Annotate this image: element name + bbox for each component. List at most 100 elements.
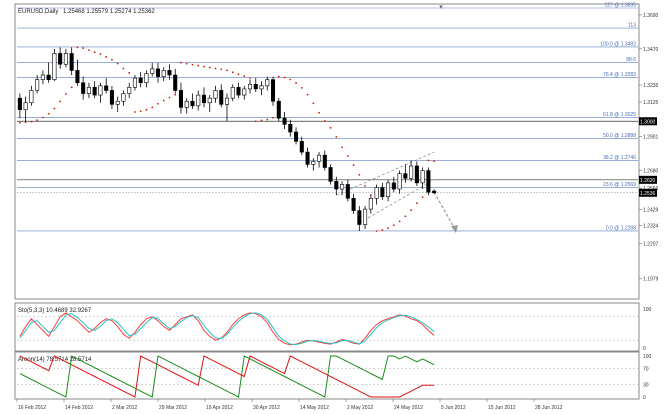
candle-body bbox=[305, 151, 310, 165]
sar-dot bbox=[191, 63, 194, 66]
sar-dot bbox=[180, 61, 182, 64]
candle-body bbox=[115, 100, 120, 105]
indicator-series-line bbox=[19, 355, 435, 398]
candle-body bbox=[426, 170, 431, 193]
candle-body bbox=[294, 131, 299, 142]
candle-body bbox=[328, 167, 333, 182]
candle-body bbox=[17, 97, 22, 111]
price-pane-border bbox=[14, 3, 640, 300]
sar-dot bbox=[231, 71, 234, 74]
sar-dot bbox=[300, 86, 303, 89]
sar-dot bbox=[134, 111, 136, 113]
candle-body bbox=[109, 90, 114, 105]
time-tick-label: 14 May 2012 bbox=[300, 405, 329, 411]
indicator-tick-label: 100 bbox=[643, 307, 652, 313]
candle-body bbox=[253, 83, 258, 90]
sar-dot bbox=[249, 77, 251, 79]
time-tick-label: 15 Jun 2012 bbox=[488, 405, 516, 411]
candle-body bbox=[357, 210, 362, 225]
sar-dot bbox=[214, 67, 217, 70]
sar-dot bbox=[381, 229, 384, 231]
candle-body bbox=[432, 190, 437, 194]
sar-dot bbox=[266, 118, 269, 121]
sar-dot bbox=[93, 51, 96, 54]
indicator-tick-label: 100 bbox=[643, 354, 652, 360]
candle-body bbox=[322, 154, 327, 168]
sar-dot bbox=[70, 86, 73, 89]
time-tick-label: 16 Feb 2012 bbox=[18, 405, 46, 411]
sar-dot bbox=[295, 82, 297, 84]
channel-upper-line bbox=[336, 151, 435, 196]
time-tick-label: 5 Jun 2012 bbox=[441, 405, 466, 411]
sar-dot bbox=[329, 126, 332, 129]
fib-level-label: 61.8 @ 1.3025 bbox=[603, 112, 636, 118]
sar-dot bbox=[421, 196, 424, 199]
candle-body bbox=[132, 77, 137, 88]
time-tick-label: 28 Jun 2012 bbox=[535, 405, 563, 411]
time-tick-label: 2 May 2012 bbox=[347, 405, 373, 411]
indicator-tick-label: 0 bbox=[643, 346, 646, 352]
price-tick-label: 1.2901 bbox=[643, 135, 659, 141]
indicator-tick-label: 30 bbox=[643, 383, 649, 389]
candle-body bbox=[92, 87, 97, 96]
time-tick-label: 19 Apr 2012 bbox=[206, 405, 233, 411]
sar-dot bbox=[243, 75, 246, 78]
indicator-tick-label: 70 bbox=[643, 366, 649, 372]
candle-body bbox=[265, 79, 270, 87]
candle-body bbox=[374, 187, 379, 199]
stochastic-oscillator: 100 0 bbox=[17, 307, 652, 352]
candle-body bbox=[58, 53, 63, 65]
sar-dot bbox=[323, 119, 326, 122]
time-tick-label: 2 Mar 2012 bbox=[112, 405, 138, 411]
sar-dot bbox=[427, 159, 430, 162]
candle-body bbox=[104, 85, 109, 91]
candle-body bbox=[184, 100, 189, 108]
sar-dot bbox=[203, 65, 205, 68]
candle-body bbox=[201, 94, 207, 104]
sar-dot bbox=[88, 49, 90, 52]
candle-body bbox=[86, 87, 91, 94]
candle-body bbox=[230, 87, 235, 99]
sar-dot bbox=[277, 75, 280, 78]
indicator-series-line bbox=[19, 355, 435, 398]
aroon-indicator: 100 70 30 0 bbox=[17, 354, 652, 401]
fibonacci-levels: 127 @ 1.3835 113 100.0 @ 1.3482 88.6 76.4 @ … bbox=[17, 3, 638, 231]
sar-dot bbox=[76, 46, 79, 49]
candle-body bbox=[236, 87, 241, 96]
sar-dot bbox=[18, 121, 21, 124]
candle-body bbox=[271, 79, 276, 102]
sar-dot bbox=[272, 116, 274, 119]
sar-dot bbox=[197, 64, 200, 67]
candle-body bbox=[391, 182, 396, 190]
sar-dot bbox=[398, 220, 401, 223]
candle-body bbox=[299, 140, 304, 153]
sar-dot bbox=[151, 106, 154, 109]
fib-level-label: 127 @ 1.3835 bbox=[605, 3, 637, 9]
candle-body bbox=[334, 181, 339, 190]
fib-level-label: 0.0 @ 1.2288 bbox=[606, 225, 636, 231]
sar-dot bbox=[283, 76, 286, 79]
sar-dot bbox=[433, 160, 436, 162]
scroll-marker-icon[interactable]: ▾ bbox=[439, 4, 443, 11]
sar-dot bbox=[404, 215, 407, 218]
candle-body bbox=[259, 85, 264, 90]
candle-body bbox=[69, 53, 74, 71]
fib-level-label: 100.0 @ 1.3482 bbox=[600, 41, 636, 47]
time-tick-label: 24 May 2012 bbox=[394, 405, 423, 411]
stochastic-label: Sto(5,3,3) 10.4689 32.9267 bbox=[18, 308, 92, 314]
sar-dot bbox=[47, 112, 50, 115]
parabolic-sar bbox=[18, 46, 436, 232]
price-axis: 1.3690 1.3470 1.3235 1.3125 1.2901 1.2680 1.25… bbox=[639, 13, 659, 283]
candle-body bbox=[167, 70, 172, 76]
price-tick-label: 1.3235 bbox=[643, 83, 659, 89]
sar-dot bbox=[260, 119, 263, 122]
chart-title: EURUSD,Daily 1.25468 1.25579 1.25274 1.2… bbox=[18, 9, 155, 15]
price-tick-label: 1.3125 bbox=[643, 100, 659, 106]
marker-price-tag: 1.2620 bbox=[640, 178, 656, 184]
fib-level-label: 38.2 @ 1.2746 bbox=[603, 155, 636, 161]
indicator-series-line bbox=[19, 312, 435, 346]
sar-dot bbox=[392, 224, 395, 227]
time-axis: 16 Feb 2012 14 Feb 2012 2 Mar 2012 29 Mar 2… bbox=[16, 399, 563, 411]
candle-body bbox=[363, 208, 368, 225]
